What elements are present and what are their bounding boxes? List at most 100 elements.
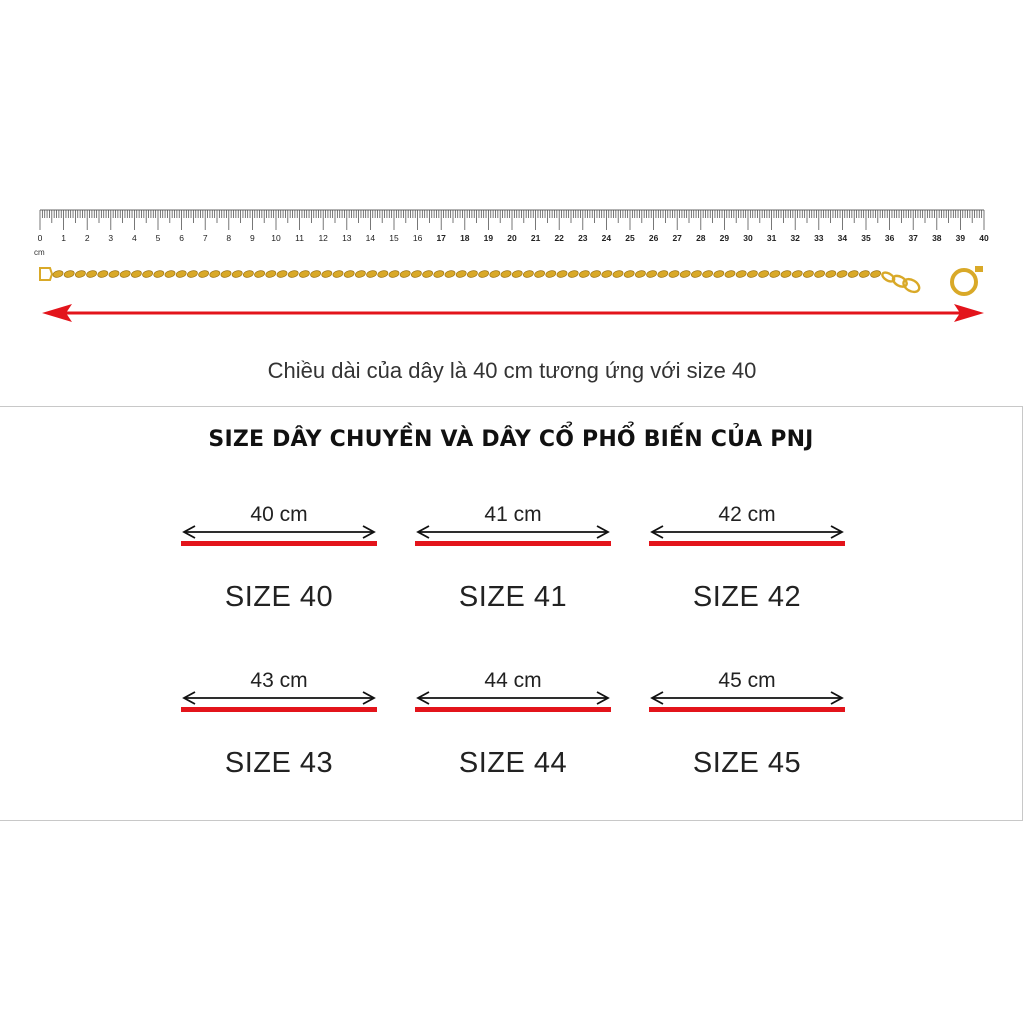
arrow-left-head [650,691,664,705]
chain-link [209,270,221,278]
ruler-tick-label: 26 [649,233,659,243]
arrow-left-head [650,525,664,539]
ruler-tick-label: 27 [672,233,682,243]
chain-link [466,270,478,278]
ruler-tick-label: 8 [226,233,231,243]
chain-link [758,270,770,278]
chain-link [298,270,310,278]
arrow-right-head [596,691,610,705]
chain-link [847,270,859,278]
ruler-tick-label: 35 [861,233,871,243]
chain-link [814,270,826,278]
double-arrow-icon [182,525,376,539]
size-card-44: 44 cm SIZE 44 [415,665,611,795]
chain-link [97,270,109,278]
chain-link [902,277,921,294]
size-length: 44 cm [484,669,542,692]
chain-link [410,270,422,278]
chain-link [354,270,366,278]
size-bar [415,707,611,712]
chain-link [623,270,635,278]
chain-link [186,270,198,278]
ruler-tick-label: 40 [979,233,989,243]
ruler-tick-label: 36 [885,233,895,243]
ruler-tick-label: 16 [413,233,423,243]
double-arrow-icon [416,525,610,539]
ruler-tick-label: 14 [366,233,376,243]
chain-link [634,270,646,278]
ruler-tick-label: 5 [156,233,161,243]
chain-link [63,270,75,278]
chain-link [545,270,557,278]
clasp-ring-icon [950,268,978,296]
chain-link [858,270,870,278]
chain-link [578,270,590,278]
double-arrow-icon [650,691,844,705]
chain-link [455,270,467,278]
ruler-tick-label: 0 [38,233,43,243]
ruler-tick-label: 37 [908,233,918,243]
chain-link [343,270,355,278]
chain-end-cap [39,267,54,281]
arrow-left-head [416,525,430,539]
chain-length-caption: Chiều dài của dây là 40 cm tương ứng với… [267,358,757,383]
ruler-tick-label: 30 [743,233,753,243]
size-label: SIZE 41 [458,581,568,613]
size-length: 42 cm [718,503,776,526]
chain-link [399,270,411,278]
size-bar [649,707,845,712]
double-arrow-icon [182,691,376,705]
chain-link [612,270,624,278]
ruler-tick-label: 19 [484,233,494,243]
chain-link [130,270,142,278]
ruler-tick-label: 38 [932,233,942,243]
ruler-ticks [39,209,985,230]
ruler-tick-label: 20 [507,233,517,243]
arrow-right-head [362,525,376,539]
ruler-tick-label: 31 [767,233,777,243]
chain-link [175,270,187,278]
chain-link [254,270,266,278]
chain-link [646,270,658,278]
chain-link [702,270,714,278]
chain-link [220,270,232,278]
size-label: SIZE 40 [224,581,334,613]
size-label: SIZE 44 [458,747,568,779]
chain-link [366,270,378,278]
chain-link [534,270,546,278]
double-arrow-icon [416,691,610,705]
chain-link [668,270,680,278]
ruler-tick-label: 15 [389,233,399,243]
chain-link [891,274,908,288]
size-card-45: 45 cm SIZE 45 [649,665,845,795]
size-length: 43 cm [250,669,308,692]
ruler-tick-label: 33 [814,233,824,243]
chain-link [590,270,602,278]
ruler-tick-label: 11 [295,233,304,243]
chain-link [433,270,445,278]
ruler-tick-label: 3 [108,233,113,243]
chain-link [511,270,523,278]
ruler-labels: 0 1 2 3 4 5 6 7 8 9 10 11 12 13 14 15 16 17 18 19 20 21 22 23 24… [38,233,989,243]
chain-link [86,270,98,278]
chain-link [287,270,299,278]
chain-link [567,270,579,278]
chain-link [802,270,814,278]
ruler-tick-label: 21 [531,233,541,243]
ruler-tick-label: 6 [179,233,184,243]
chain-link [52,270,64,278]
clasp-tab [975,266,983,272]
size-bar [181,541,377,546]
size-bar [415,541,611,546]
size-length: 40 cm [250,503,308,526]
ruler-tick-label: 1 [61,233,66,243]
ruler-illustration: 0 1 2 3 4 5 6 7 8 9 10 11 12 13 14 15 16 17 18 19 20 21 22 23 24… [34,209,989,322]
ruler-tick-label: 17 [436,233,446,243]
double-arrow-icon [650,525,844,539]
ruler-tick-label: 22 [554,233,564,243]
size-label: SIZE 42 [692,581,802,613]
ruler-tick-label: 4 [132,233,137,243]
arrow-left-head [416,691,430,705]
chain-link [444,270,456,278]
chain-link [153,270,165,278]
